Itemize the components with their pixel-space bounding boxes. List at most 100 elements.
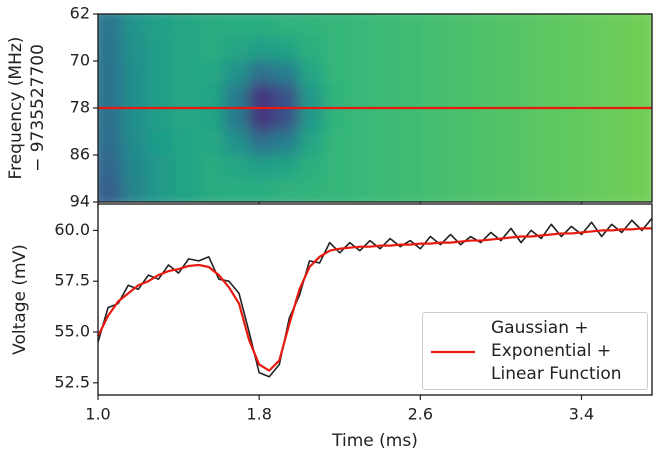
heatmap-cell: [324, 84, 351, 109]
heatmap-cell: [550, 84, 577, 109]
heatmap-cell: [349, 131, 376, 156]
heatmap-cell: [223, 107, 250, 132]
heatmap-cell: [500, 131, 527, 156]
heatmap-cell: [374, 37, 401, 62]
heatmap-cell: [198, 14, 225, 38]
heatmap-cell: [399, 178, 426, 202]
heatmap-cell: [122, 37, 149, 62]
heatmap-cell: [475, 60, 502, 85]
heatmap-cell: [399, 84, 426, 109]
heatmap-cell: [374, 154, 401, 179]
heatmap-cell: [147, 154, 175, 179]
heatmap-cell: [399, 154, 426, 179]
heatmap-cell: [198, 131, 225, 156]
heatmap-cell: [399, 37, 426, 62]
heatmap-cell: [349, 14, 376, 38]
heatmap-cell: [399, 131, 426, 156]
heatmap-cell: [324, 14, 351, 38]
heatmap-cell: [248, 84, 275, 109]
heatmap-cell: [550, 60, 577, 85]
heatmap-cell: [98, 107, 124, 132]
heatmap-cell: [223, 60, 250, 85]
heatmap-cell: [248, 154, 275, 179]
heatmap-cell: [147, 84, 175, 109]
heatmap-cell: [450, 107, 477, 132]
heatmap-cells: [98, 14, 652, 202]
heatmap-cell: [475, 84, 502, 109]
heatmap-cell: [198, 107, 225, 132]
heatmap-cell: [575, 107, 603, 132]
heatmap-cell: [500, 107, 527, 132]
heatmap-cell: [601, 154, 628, 179]
heatmap-cell: [349, 37, 376, 62]
heatmap-cell: [525, 154, 552, 179]
heatmap-cell: [575, 37, 603, 62]
heatmap-cell: [223, 84, 250, 109]
heatmap-cell: [374, 14, 401, 38]
heatmap-cell: [424, 178, 452, 202]
heatmap-cell: [550, 107, 577, 132]
heatmap-cell: [550, 37, 577, 62]
heatmap-cell: [324, 37, 351, 62]
heatmap-cell: [248, 107, 275, 132]
heatmap-cell: [173, 14, 200, 38]
heatmap-cell: [500, 37, 527, 62]
heatmap-cell: [424, 14, 452, 38]
fit-line: [97, 227, 652, 372]
heatmap-cell: [223, 37, 250, 62]
y-tick-label: 94: [70, 192, 90, 211]
heatmap-cell: [475, 37, 502, 62]
heatmap-cell: [525, 14, 552, 38]
y-tick-label: 86: [70, 145, 90, 164]
heatmap-cell: [399, 60, 426, 85]
heatmap-cell: [98, 178, 124, 202]
heatmap-cell: [424, 37, 452, 62]
legend: Gaussian + Exponential + Linear Function: [422, 312, 648, 390]
heatmap-cell: [475, 154, 502, 179]
heatmap-cell: [173, 37, 200, 62]
heatmap-cell: [626, 107, 652, 132]
heatmap-cell: [147, 37, 175, 62]
heatmap-cell: [298, 14, 326, 38]
heatmap-cell: [550, 131, 577, 156]
heatmap-cell: [525, 84, 552, 109]
heatmap-cell: [626, 37, 652, 62]
heatmap-cell: [500, 14, 527, 38]
heatmap-cell: [424, 131, 452, 156]
heatmap-cell: [525, 107, 552, 132]
heatmap-cell: [626, 84, 652, 109]
heatmap-cell: [122, 131, 149, 156]
y-axis-label: Voltage (mV): [10, 244, 30, 355]
heatmap-cell: [122, 178, 149, 202]
y-tick-label: 70: [70, 51, 90, 70]
heatmap-cell: [198, 60, 225, 85]
heatmap-cell: [273, 154, 300, 179]
heatmap-cell: [173, 131, 200, 156]
plot-frame: [97, 203, 653, 396]
heatmap-cell: [575, 60, 603, 85]
heatmap-cell: [122, 60, 149, 85]
heatmap-cell: [324, 60, 351, 85]
heatmap-cell: [223, 154, 250, 179]
heatmap-cell: [173, 84, 200, 109]
heatmap-cell: [298, 60, 326, 85]
heatmap-cell: [122, 14, 149, 38]
x-tick-label: 1.0: [85, 405, 110, 424]
heatmap-cell: [601, 107, 628, 132]
heatmap-cell: [525, 131, 552, 156]
heatmap-cell: [248, 14, 275, 38]
legend-symbols: [431, 350, 475, 354]
heatmap-cell: [450, 37, 477, 62]
heatmap-cell: [424, 60, 452, 85]
heatmap-cell: [450, 84, 477, 109]
heatmap-cell: [601, 60, 628, 85]
heatmap-cell: [349, 84, 376, 109]
heatmap-cell: [248, 178, 275, 202]
heatmap-cell: [324, 154, 351, 179]
heatmap-cell: [122, 84, 149, 109]
heatmap-cell: [248, 131, 275, 156]
heatmap-cell: [475, 107, 502, 132]
y-tick-label: 78: [70, 98, 90, 117]
heatmap-cell: [198, 154, 225, 179]
